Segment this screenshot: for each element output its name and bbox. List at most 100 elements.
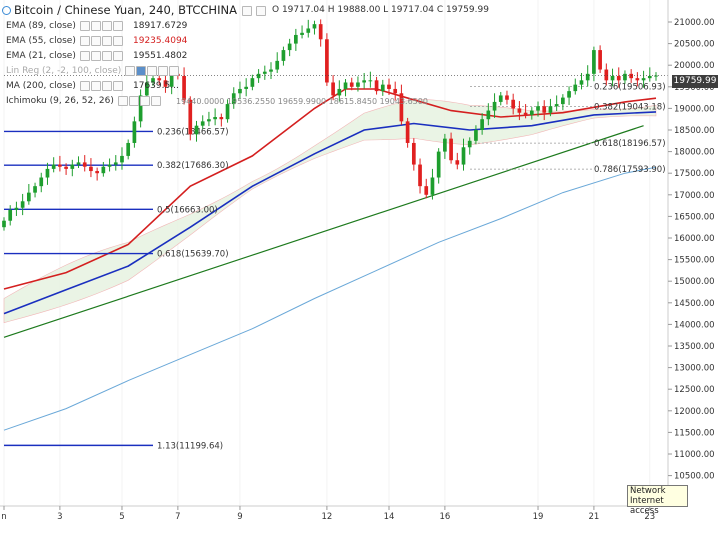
- x-tick-label: 7: [175, 512, 180, 522]
- candle-body: [20, 201, 25, 208]
- symbol-status-icon: [2, 6, 11, 15]
- candle-body: [287, 43, 292, 51]
- eye-icon[interactable]: [79, 80, 90, 91]
- y-tick-label: 10500.00: [674, 472, 715, 482]
- visibility-icon[interactable]: [136, 65, 147, 76]
- candle-body: [430, 177, 435, 195]
- time-axis: n 3 5 7 9 12 14 16 19 21 23: [1, 506, 655, 522]
- settings-icon[interactable]: [90, 20, 101, 31]
- close-icon[interactable]: [101, 20, 112, 31]
- close-icon[interactable]: [158, 65, 169, 76]
- y-tick-label: 15000.00: [674, 277, 715, 287]
- more-icon[interactable]: [112, 50, 123, 61]
- candle-body: [424, 186, 429, 195]
- title-settings-icon[interactable]: [256, 5, 267, 16]
- fib-label: 0.5(16663.00): [157, 205, 218, 215]
- settings-icon[interactable]: [90, 50, 101, 61]
- eye-icon[interactable]: [79, 35, 90, 46]
- legend-ema21[interactable]: EMA (21, close): [6, 50, 123, 63]
- candle-body: [325, 39, 329, 83]
- close-icon[interactable]: [101, 80, 112, 91]
- candle-body: [343, 82, 348, 89]
- legend-ema89[interactable]: EMA (89, close): [6, 20, 123, 33]
- eye-icon[interactable]: [79, 20, 90, 31]
- candle-body: [256, 73, 261, 79]
- candle-body: [387, 84, 391, 89]
- close-icon[interactable]: [139, 95, 150, 106]
- candle-body: [554, 104, 559, 107]
- fib-label-right: 0.382(19043.18): [594, 103, 666, 113]
- candle-body: [300, 32, 304, 35]
- candle-body: [126, 142, 131, 156]
- candle-body: [219, 117, 224, 120]
- candle-body: [70, 164, 75, 169]
- more-icon[interactable]: [112, 35, 123, 46]
- legend-ema55[interactable]: EMA (55, close): [6, 35, 123, 48]
- candle-body: [14, 207, 19, 210]
- legend-ma200[interactable]: MA (200, close): [6, 80, 123, 93]
- chart-title[interactable]: Bitcoin / Chinese Yuan, 240, BTCCHINA: [2, 2, 267, 18]
- candle-body: [579, 80, 584, 85]
- legend-ichimoku[interactable]: Ichimoku (9, 26, 52, 26): [6, 95, 161, 108]
- x-tick-label: 3: [57, 512, 62, 522]
- eye-icon[interactable]: [117, 95, 128, 106]
- candle-body: [169, 73, 174, 87]
- fib-levels: 0.236(18466.57) 0.382(17686.30) 0.5(16663.…: [4, 83, 666, 451]
- more-icon[interactable]: [169, 65, 180, 76]
- trendline: [3, 125, 644, 338]
- candle-body: [623, 73, 627, 81]
- eye-icon[interactable]: [79, 50, 90, 61]
- candle-body: [585, 73, 590, 81]
- candle-body: [45, 168, 50, 178]
- settings-icon[interactable]: [128, 95, 139, 106]
- fib-label: 0.382(17686.30): [157, 161, 229, 171]
- title-dropdown-icon[interactable]: [241, 5, 252, 16]
- candle-body: [598, 50, 602, 70]
- eye-icon[interactable]: [125, 65, 136, 76]
- network-tooltip: Network Internet access: [627, 485, 688, 516]
- more-icon[interactable]: [112, 20, 123, 31]
- candle-body: [39, 177, 44, 187]
- candle-body: [405, 121, 410, 143]
- legend-label: EMA (55, close): [6, 36, 76, 46]
- candle-body: [592, 50, 596, 74]
- candle-body: [225, 104, 230, 120]
- settings-icon[interactable]: [147, 65, 158, 76]
- settings-icon[interactable]: [90, 80, 101, 91]
- candle-body: [144, 82, 149, 96]
- y-tick-label: 13500.00: [674, 342, 715, 352]
- settings-icon[interactable]: [90, 35, 101, 46]
- candle-body: [312, 24, 317, 29]
- y-tick-label: 21000.00: [674, 18, 715, 28]
- candle-body: [89, 166, 93, 172]
- close-icon[interactable]: [101, 35, 112, 46]
- candle-body: [95, 171, 99, 174]
- candle-body: [294, 34, 298, 44]
- close-icon[interactable]: [101, 50, 112, 61]
- candle-body: [486, 110, 491, 120]
- candle-body: [474, 130, 478, 141]
- candle-body: [26, 192, 31, 202]
- candle-body: [231, 93, 236, 105]
- legend-linreg[interactable]: Lin Reg (2, -2, 100, close): [6, 65, 180, 78]
- x-tick-label: n: [1, 512, 6, 522]
- candle-body: [368, 80, 373, 82]
- x-tick-label: 23: [644, 512, 655, 522]
- candle-body: [505, 95, 509, 100]
- fib-label-right: 0.618(18196.57): [594, 139, 666, 149]
- more-icon[interactable]: [112, 80, 123, 91]
- candle-body: [281, 50, 286, 61]
- y-tick-label: 14500.00: [674, 299, 715, 309]
- candle-body: [213, 117, 217, 120]
- legend-value: 19235.4094: [133, 36, 188, 46]
- candle-body: [262, 71, 267, 74]
- candle-body: [58, 164, 62, 167]
- candle-body: [529, 110, 534, 115]
- more-icon[interactable]: [150, 95, 161, 106]
- legend-label: Lin Reg (2, -2, 100, close): [6, 66, 122, 76]
- candle-body: [399, 93, 404, 122]
- candle-body: [157, 78, 162, 81]
- candle-body: [275, 60, 280, 70]
- candle-body: [411, 142, 416, 165]
